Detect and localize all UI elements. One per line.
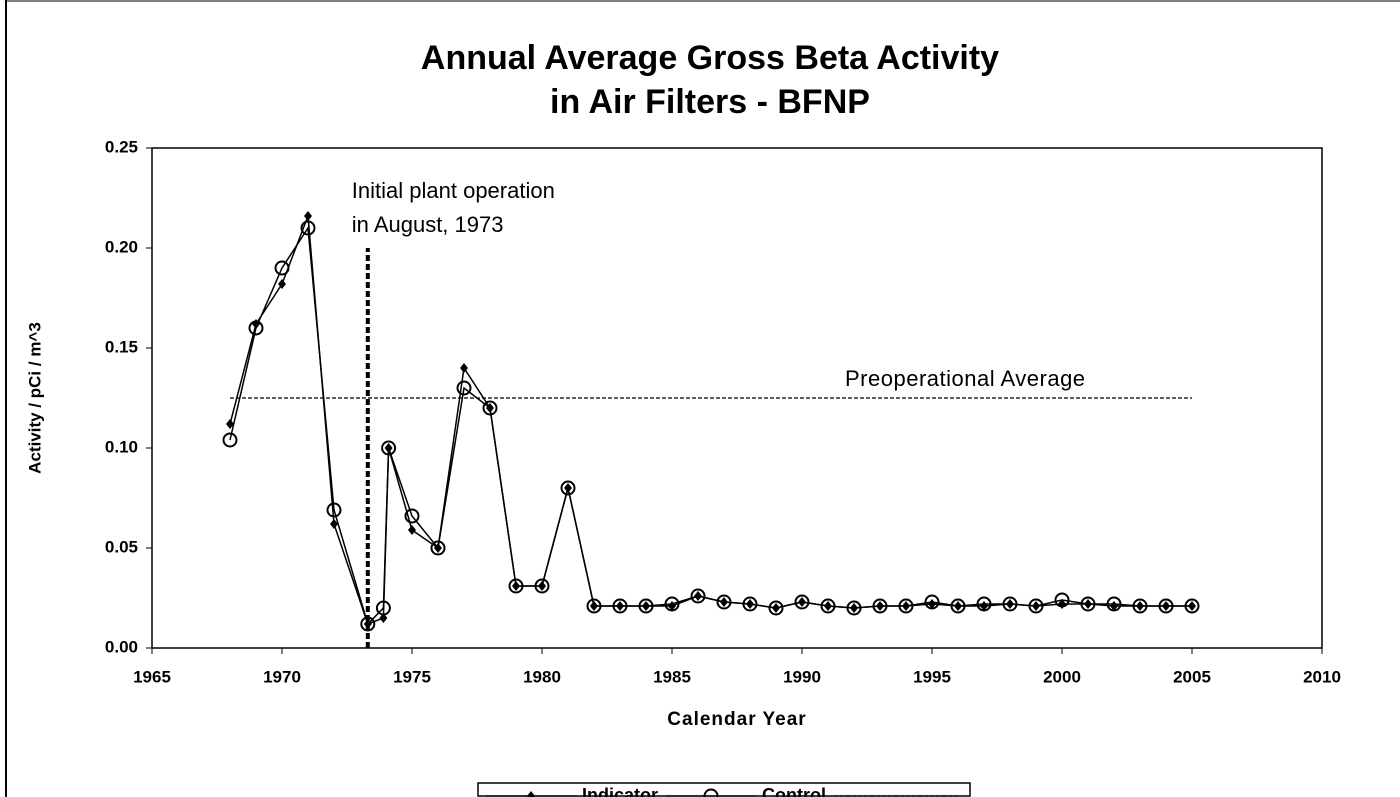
point [222,432,238,448]
point [226,419,234,429]
plot-area [151,147,1323,649]
y-axis-label: Activity / pCi / m^3 [25,322,44,474]
point [1106,596,1122,612]
x-tick-label: 1970 [263,667,301,686]
point [664,596,680,612]
point [846,600,862,616]
series-label: Preoperational Average [845,366,1086,391]
point [304,211,312,221]
x-tick-label: 2005 [1173,667,1211,686]
point [248,320,264,336]
annotation: in August, 1973 [352,212,504,237]
point [375,600,391,616]
x-tick-label: 2010 [1303,667,1341,686]
chart-title: in Air Filters - BFNP [550,83,870,121]
x-tick-label: 1965 [133,667,171,686]
point [898,598,914,614]
series-line [229,225,1192,626]
point [586,598,602,614]
point [482,400,498,416]
point [1028,598,1044,614]
point [716,594,732,610]
series-line [229,215,1192,625]
point [379,613,388,623]
point [794,594,810,610]
point [924,594,940,610]
point [1054,592,1070,608]
point [360,616,376,632]
point [950,598,966,614]
point [508,578,524,594]
point [326,502,342,518]
point [1080,596,1096,612]
point [976,596,992,612]
point [404,508,420,524]
x-tick-label: 1995 [913,667,951,686]
x-tick-label: 1990 [783,667,821,686]
legend-label: Control [762,785,826,797]
y-tick-label: 0.20 [105,237,138,256]
y-tick-label: 0.15 [105,337,138,356]
point [456,380,472,396]
point [560,480,576,496]
point [820,598,836,614]
point [690,588,706,604]
legend-label: Indicator [582,785,658,797]
point [460,363,468,373]
x-tick-label: 2000 [1043,667,1081,686]
legend [477,782,971,797]
x-tick-label: 1985 [653,667,691,686]
point [1002,596,1018,612]
point [330,519,338,529]
point [1132,598,1148,614]
legend-marker [703,788,719,797]
point [278,279,286,289]
point [872,598,888,614]
x-axis-label: Calendar Year [667,709,806,730]
y-tick-label: 0.00 [105,637,138,656]
chart-title: Annual Average Gross Beta Activity [421,39,999,77]
legend-marker [527,791,535,797]
x-tick-label: 1975 [393,667,431,686]
point [768,600,784,616]
point [408,525,416,535]
point [274,260,290,276]
point [612,598,628,614]
point [430,540,446,556]
point [1184,598,1200,614]
annotation: Initial plant operation [352,178,555,203]
point [300,220,316,236]
point [534,578,550,594]
point [638,598,654,614]
x-tick-label: 1980 [523,667,561,686]
point [928,599,936,609]
y-tick-label: 0.05 [105,537,138,556]
y-tick-label: 0.10 [105,437,138,456]
point [381,440,397,456]
point [742,596,758,612]
y-tick-label: 0.25 [105,137,138,156]
point [1158,598,1174,614]
